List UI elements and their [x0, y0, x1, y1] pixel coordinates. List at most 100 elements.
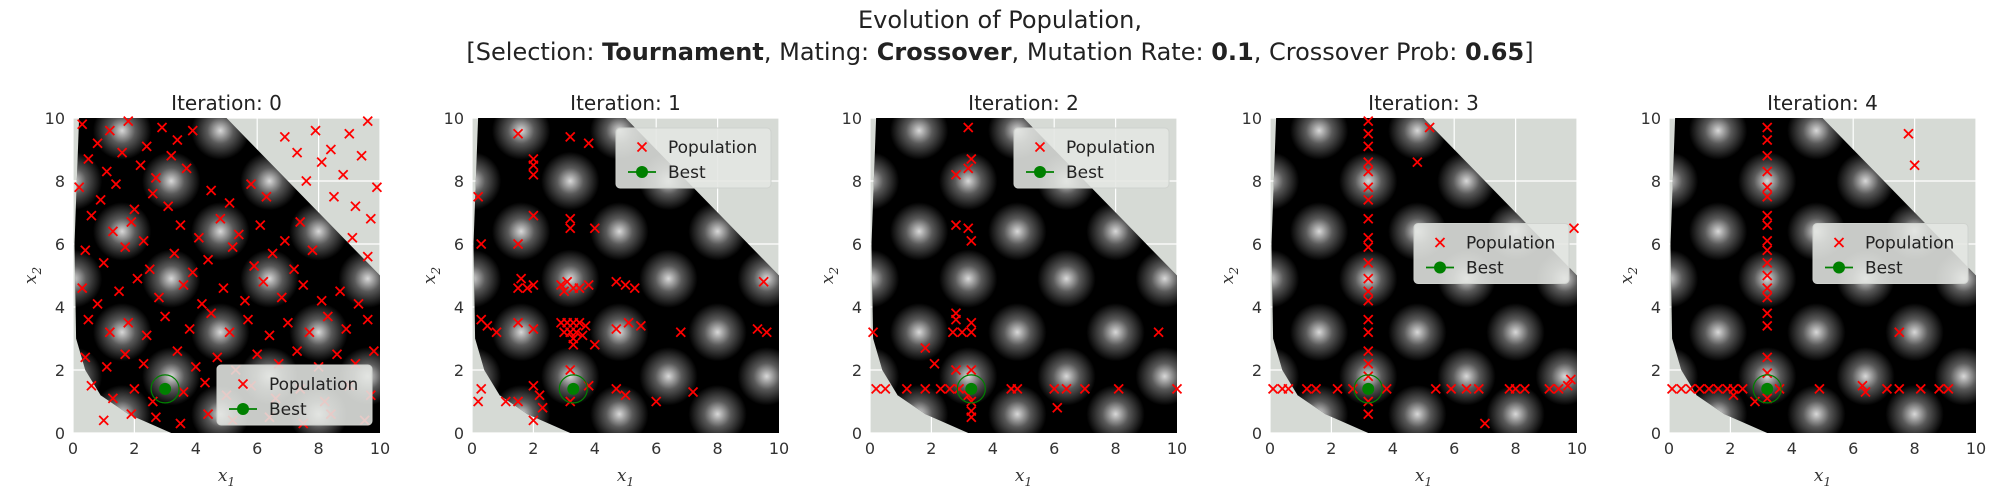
population-point	[583, 279, 594, 291]
population-point	[101, 361, 112, 372]
population-point	[86, 380, 97, 391]
population-point	[871, 383, 882, 395]
population-point	[255, 219, 266, 231]
population-point	[528, 279, 539, 291]
panel-iteration-1: 0 2 4 6 8 10 0 2 4 6 8 10 x1 x2 Iteration: 1 Population…	[420, 91, 789, 489]
population-point	[264, 330, 275, 341]
population-point	[120, 242, 131, 253]
landscape-peak	[1670, 151, 1699, 211]
legend: Population Best	[216, 364, 373, 426]
population-point	[473, 191, 484, 202]
legend-best-label: Best	[1066, 163, 1104, 183]
landscape-peak	[889, 202, 949, 261]
population-point	[1363, 257, 1374, 269]
y-tick-label: 8	[1651, 172, 1661, 191]
population-point	[156, 122, 168, 133]
figure-title: Evolution of Population, [Selection: Tou…	[0, 4, 2000, 68]
population-point	[966, 364, 977, 376]
y-tick-label: 8	[55, 172, 65, 191]
population-point	[950, 169, 962, 180]
population-point	[1363, 408, 1374, 420]
population-point	[1762, 219, 1773, 231]
legend-best-marker	[237, 403, 249, 415]
population-point	[298, 279, 309, 291]
y-axis-label: x2	[1617, 267, 1640, 284]
population-point	[537, 402, 548, 413]
x-tick-label: 8	[1910, 439, 1920, 458]
population-point	[1881, 383, 1893, 395]
population-point	[1857, 380, 1868, 391]
population-point	[202, 408, 214, 420]
population-point	[80, 245, 91, 256]
population-point	[98, 415, 109, 426]
population-point	[350, 201, 361, 212]
population-point	[279, 235, 290, 246]
population-point	[1562, 380, 1573, 391]
x-tick-label: 2	[926, 439, 936, 458]
population-point	[1762, 257, 1773, 269]
population-point	[500, 396, 511, 407]
landscape-peak	[590, 202, 649, 261]
population-point	[77, 119, 88, 130]
x-tick-label: 6	[252, 439, 262, 458]
x-axis-label: x1	[1415, 466, 1432, 489]
landscape-peak	[1037, 347, 1096, 406]
population-point	[202, 254, 214, 265]
population-point	[1363, 166, 1374, 177]
population-point	[1762, 182, 1773, 193]
x-tick-label: 6	[1848, 439, 1858, 458]
population-point	[101, 166, 112, 177]
population-point	[187, 125, 198, 136]
population-point	[620, 279, 631, 291]
landscape-peak	[1934, 347, 1976, 406]
population-point	[334, 286, 346, 297]
x-tick-label: 10	[1167, 439, 1187, 458]
population-point	[166, 150, 177, 161]
population-point	[1762, 134, 1773, 146]
y-tick-label: 8	[454, 172, 464, 191]
landscape-peak	[473, 151, 502, 211]
population-point	[1762, 191, 1773, 202]
landscape-peak	[1388, 118, 1447, 160]
population-point	[331, 349, 343, 360]
population-point	[1712, 383, 1724, 395]
population-point	[966, 327, 977, 338]
population-point	[1728, 390, 1739, 401]
population-point	[1894, 327, 1905, 338]
population-point	[95, 194, 106, 206]
population-point	[1049, 383, 1060, 395]
population-point	[1363, 286, 1374, 297]
population-point	[322, 311, 333, 322]
population-point	[344, 128, 355, 139]
y-tick-label: 10	[1242, 109, 1262, 128]
x-tick-label: 10	[1966, 439, 1986, 458]
population-point	[611, 383, 622, 395]
x-tick-label: 10	[769, 439, 789, 458]
population-point	[1762, 210, 1773, 221]
population-point	[966, 153, 977, 165]
population-point	[1363, 156, 1374, 168]
population-point	[476, 238, 487, 250]
population-point	[482, 320, 493, 332]
population-point	[1412, 156, 1423, 168]
legend: Population Best	[1013, 127, 1170, 189]
population-point	[169, 248, 180, 259]
landscape-peak	[889, 303, 949, 362]
y-tick-label: 6	[1651, 235, 1661, 254]
best-point	[1761, 382, 1774, 395]
x-tick-label: 8	[1111, 439, 1121, 458]
population-point	[565, 396, 576, 407]
population-point	[365, 213, 376, 224]
y-tick-label: 10	[45, 109, 65, 128]
population-point	[920, 383, 931, 395]
landscape-peak	[191, 303, 250, 362]
population-point	[1347, 383, 1359, 395]
population-point	[107, 393, 119, 404]
population-point	[1694, 383, 1705, 395]
population-point	[966, 235, 977, 246]
legend-box	[1812, 223, 1969, 284]
population-point	[1894, 383, 1905, 395]
x-axis-label: x1	[218, 466, 235, 489]
population-point	[950, 364, 962, 376]
legend-box	[1013, 127, 1170, 189]
